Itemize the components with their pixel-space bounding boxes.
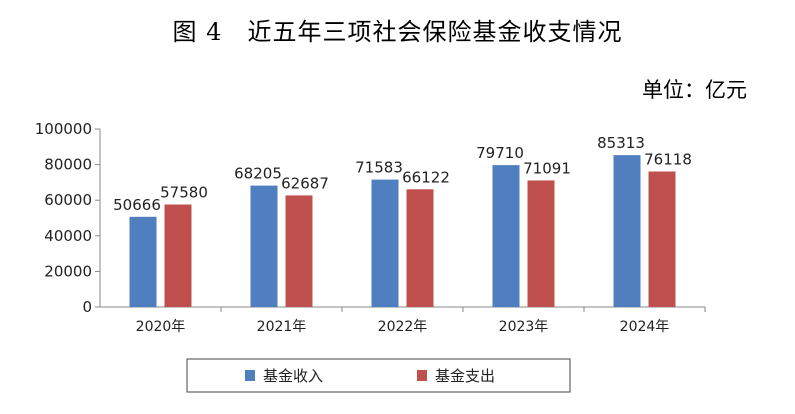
bar-income — [371, 179, 399, 307]
data-label-income: 85313 — [597, 134, 645, 152]
data-label-income: 71583 — [355, 159, 403, 177]
legend-label-expense: 基金支出 — [435, 367, 495, 385]
data-label-expense: 66122 — [402, 168, 450, 186]
x-tick-label: 2022年 — [378, 319, 428, 335]
data-label-expense: 76118 — [644, 151, 692, 169]
bar-income — [129, 216, 157, 307]
y-tick-label: 60000 — [44, 191, 92, 209]
data-label-expense: 62687 — [281, 174, 329, 192]
bar-income — [613, 155, 641, 307]
y-tick-label: 0 — [82, 298, 92, 316]
unit-label: 单位：亿元 — [642, 78, 747, 102]
x-tick-label: 2021年 — [257, 319, 307, 335]
legend-box — [186, 358, 571, 393]
bar-expense — [164, 204, 192, 307]
y-tick-label: 100000 — [35, 120, 92, 138]
x-tick-label: 2024年 — [620, 319, 670, 335]
data-label-expense: 71091 — [523, 159, 571, 177]
y-tick-label: 40000 — [44, 227, 92, 245]
legend-swatch-expense — [417, 370, 427, 381]
data-label-income: 68205 — [234, 165, 282, 183]
y-tick-label: 80000 — [44, 156, 92, 174]
data-label-income: 50666 — [113, 196, 161, 214]
bar-expense — [527, 180, 555, 307]
chart-title: 图 4 近五年三项社会保险基金收支情况 — [172, 18, 623, 46]
x-tick-label: 2020年 — [136, 319, 186, 335]
data-label-expense: 57580 — [160, 184, 208, 202]
x-tick-label: 2023年 — [499, 319, 549, 335]
legend-label-income: 基金收入 — [263, 367, 323, 385]
bar-expense — [285, 195, 313, 307]
bar-expense — [406, 189, 434, 307]
bar-expense — [648, 171, 676, 307]
y-tick-label: 20000 — [44, 262, 92, 280]
data-label-income: 79710 — [476, 144, 524, 162]
bar-income — [250, 185, 278, 307]
bar-income — [492, 165, 520, 307]
legend-swatch-income — [245, 370, 255, 381]
